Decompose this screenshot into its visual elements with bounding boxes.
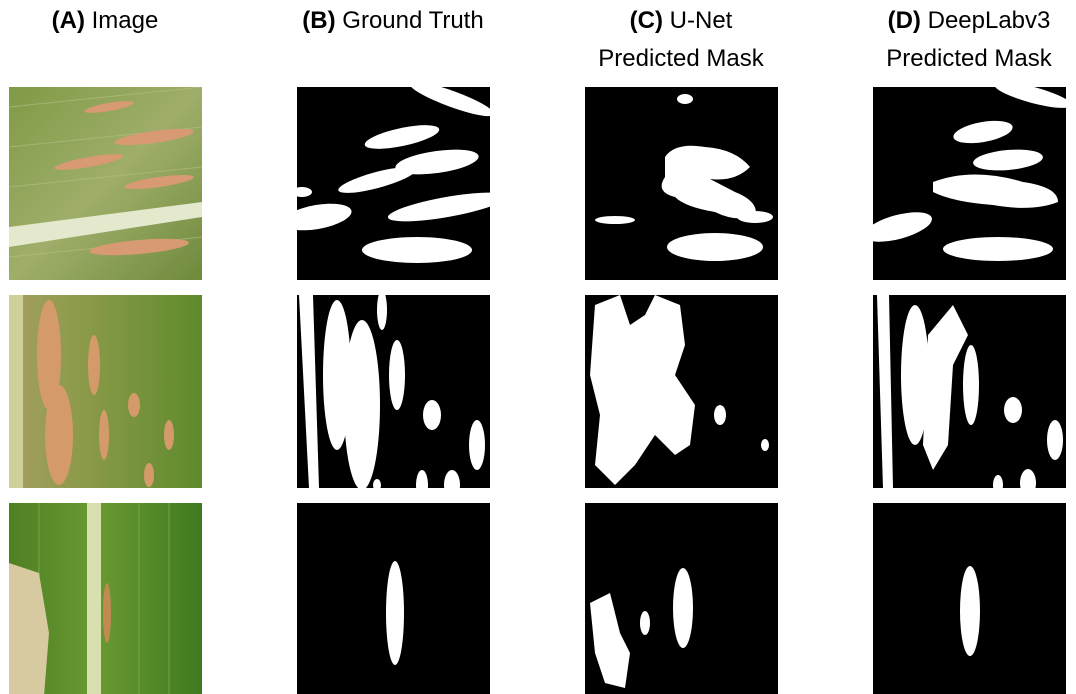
mask-image: [585, 295, 778, 488]
mask-image: [280, 76, 507, 280]
column-header: (B) Ground Truth: [302, 7, 483, 34]
header-title: Image: [92, 7, 159, 34]
leaf-image: [9, 87, 202, 280]
column-subtitle: Predicted Mask: [598, 45, 764, 72]
mask-image: [873, 295, 1066, 497]
header-label: (B): [302, 7, 335, 34]
column-header: (D) DeepLabv3: [888, 7, 1051, 34]
leaf-image: [9, 295, 202, 488]
column-header: (A) Image: [52, 7, 159, 34]
header-title: Ground Truth: [342, 7, 483, 34]
mask-image: [861, 77, 1074, 280]
mask-image: [585, 87, 778, 280]
mask-image: [297, 503, 490, 694]
header-label: (D): [888, 7, 921, 34]
mask-image: [297, 290, 490, 500]
column-subtitle: Predicted Mask: [886, 45, 1052, 72]
figure: (A) Image (B) Ground Truth (C) U-Net Pre…: [0, 0, 1076, 694]
mask-image: [873, 503, 1066, 694]
column-header: (C) U-Net: [630, 7, 733, 34]
column-headers: (A) Image (B) Ground Truth (C) U-Net Pre…: [52, 7, 1053, 72]
mask-image: [585, 503, 778, 694]
header-title: DeepLabv3: [928, 7, 1051, 34]
header-title: U-Net: [670, 7, 733, 34]
leaf-image: [9, 503, 202, 694]
header-label: (A): [52, 7, 85, 34]
header-label: (C): [630, 7, 663, 34]
